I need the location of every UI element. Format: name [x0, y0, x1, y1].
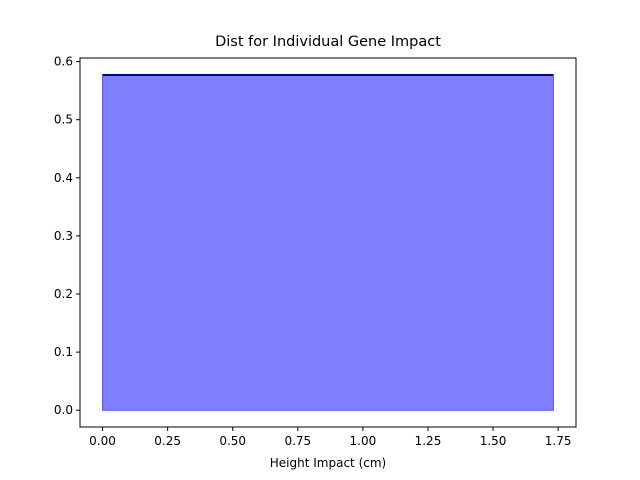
- y-tick-label: 0.4: [54, 171, 73, 185]
- plot-area: [102, 73, 554, 411]
- y-tick-label: 0.2: [54, 287, 73, 301]
- y-tick-label: 0.3: [54, 229, 73, 243]
- x-axis-label: Height Impact (cm): [270, 456, 386, 470]
- chart-title: Dist for Individual Gene Impact: [215, 34, 441, 50]
- x-tick-label: 1.00: [350, 434, 377, 448]
- axes-frame: [79, 57, 577, 428]
- x-tick-label: 1.25: [415, 434, 442, 448]
- y-axis: 0.0 0.1 0.2 0.3 0.4 0.5 0.6: [54, 55, 80, 417]
- x-tick-label: 0.25: [154, 434, 181, 448]
- distribution-fill-area: [102, 74, 554, 411]
- y-tick-label: 0.1: [54, 345, 73, 359]
- x-tick-label: 1.50: [480, 434, 507, 448]
- x-axis: 0.00 0.25 0.50 0.75 1.00 1.25 1.50 1.75: [89, 427, 572, 448]
- y-tick-label: 0.0: [54, 403, 73, 417]
- y-tick-label: 0.6: [54, 55, 73, 69]
- x-tick-label: 0.00: [89, 434, 116, 448]
- y-tick-label: 0.5: [54, 113, 73, 127]
- x-tick-label: 0.75: [284, 434, 311, 448]
- x-tick-label: 0.50: [219, 434, 246, 448]
- x-tick-label: 1.75: [545, 434, 572, 448]
